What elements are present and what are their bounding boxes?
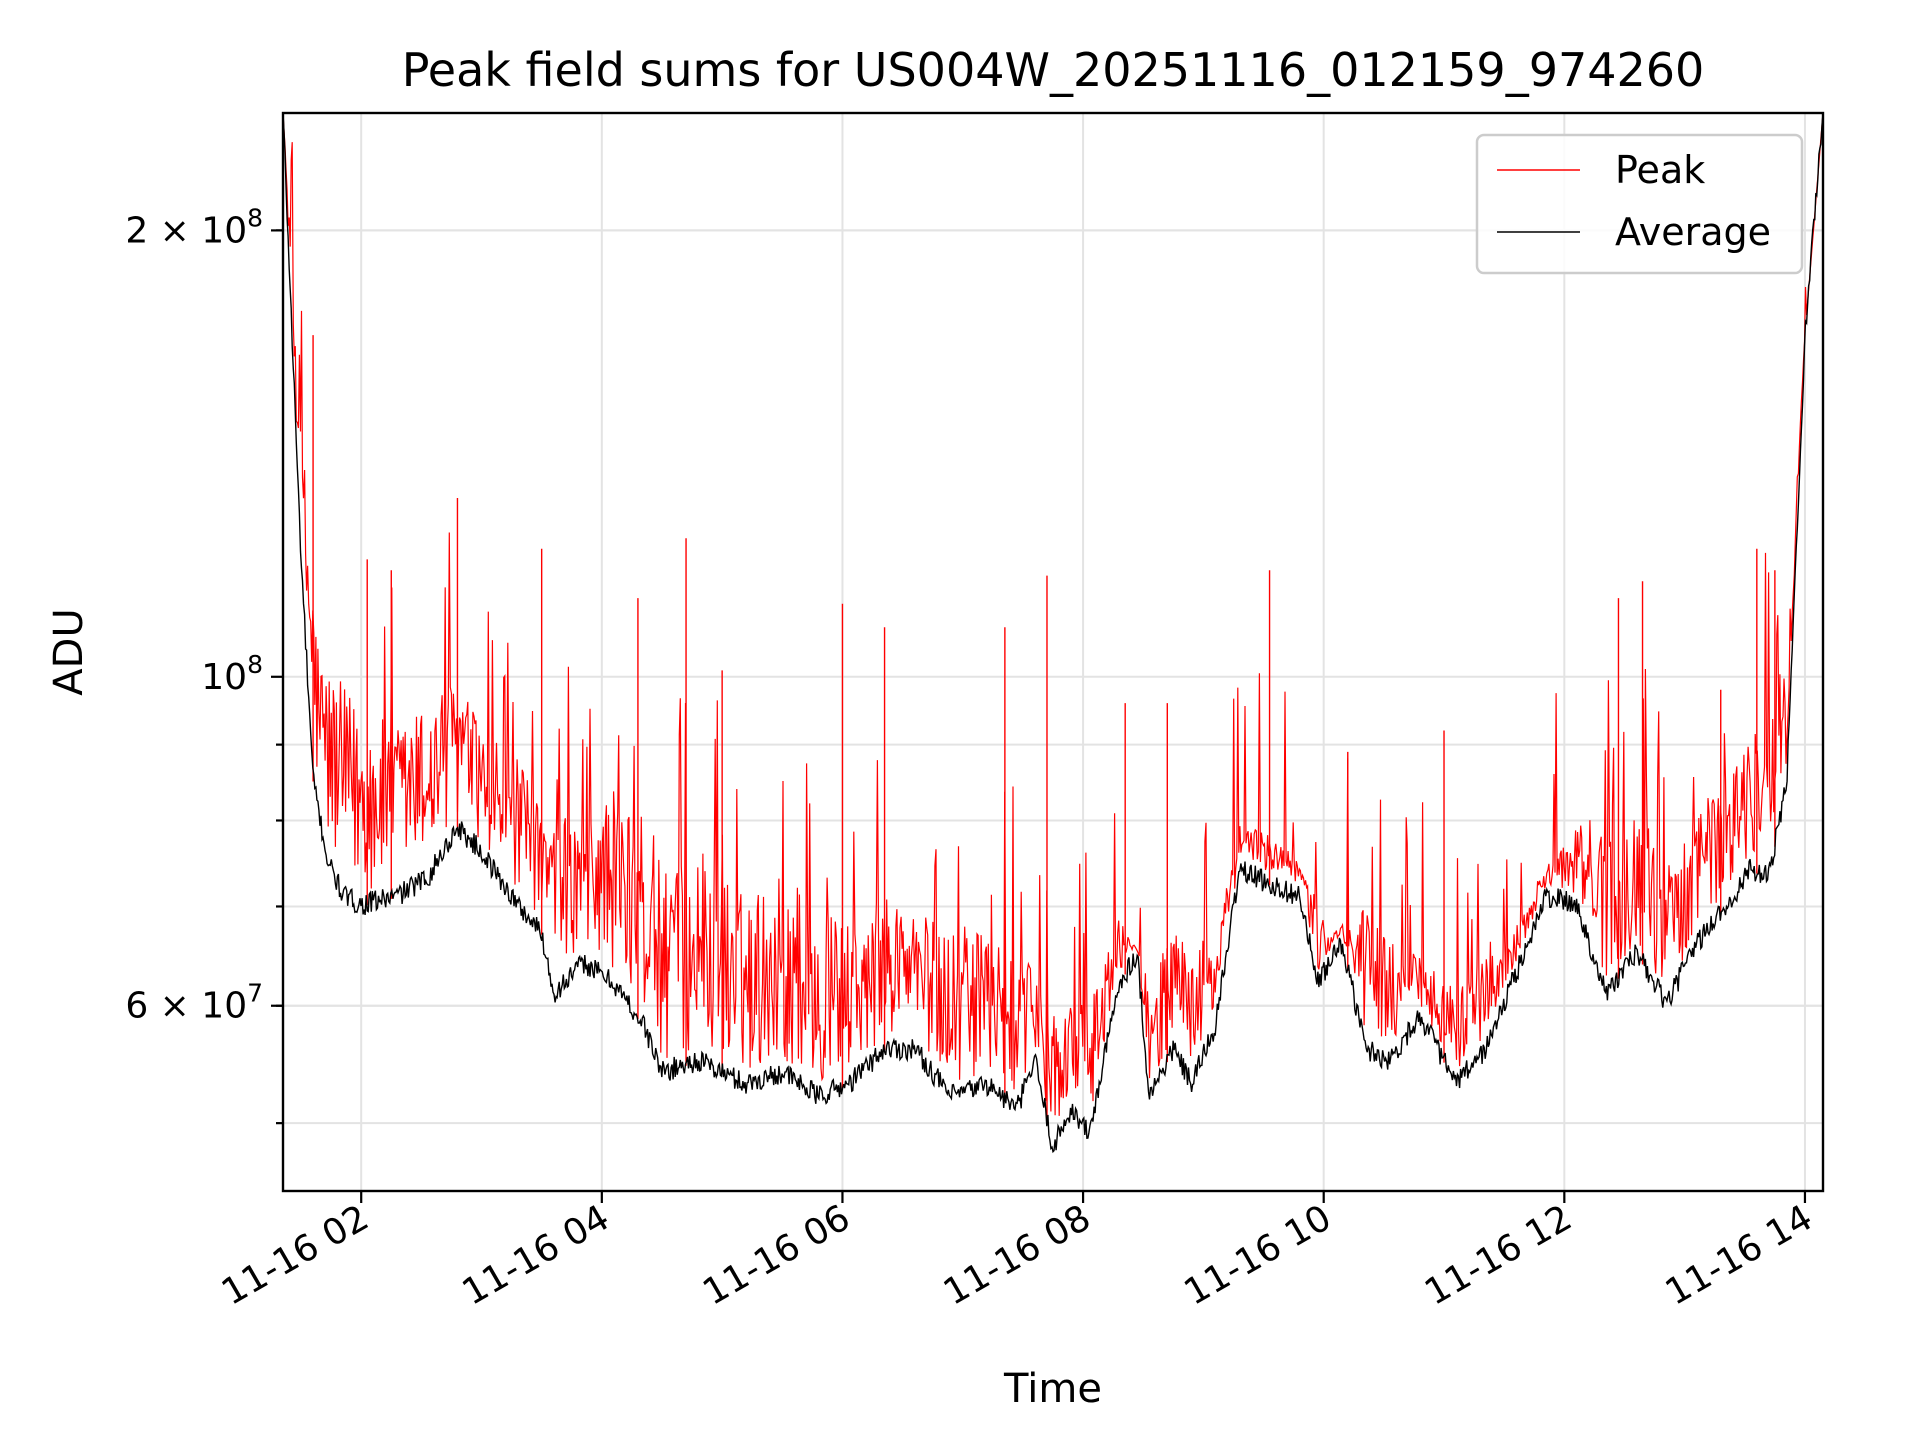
plot-frame: [281, 111, 1825, 1193]
legend: Peak Average: [1475, 133, 1804, 275]
legend-label-average: Average: [1615, 210, 1771, 254]
plot-series: [282, 112, 1824, 1154]
y-axis-label: ADU: [46, 608, 92, 695]
legend-label-peak: Peak: [1615, 148, 1705, 192]
x-axis-label: Time: [1003, 1366, 1102, 1412]
series-line-peak: [282, 112, 1824, 1116]
series-line-average: [282, 112, 1824, 1154]
chart-title: Peak field sums for US004W_20251116_0121…: [402, 43, 1705, 97]
grid-lines: [283, 113, 1823, 1191]
y-tick-label: 2 × 108: [125, 203, 263, 251]
y-tick-label: 6 × 107: [125, 979, 263, 1027]
y-tick-label: 108: [201, 650, 263, 698]
